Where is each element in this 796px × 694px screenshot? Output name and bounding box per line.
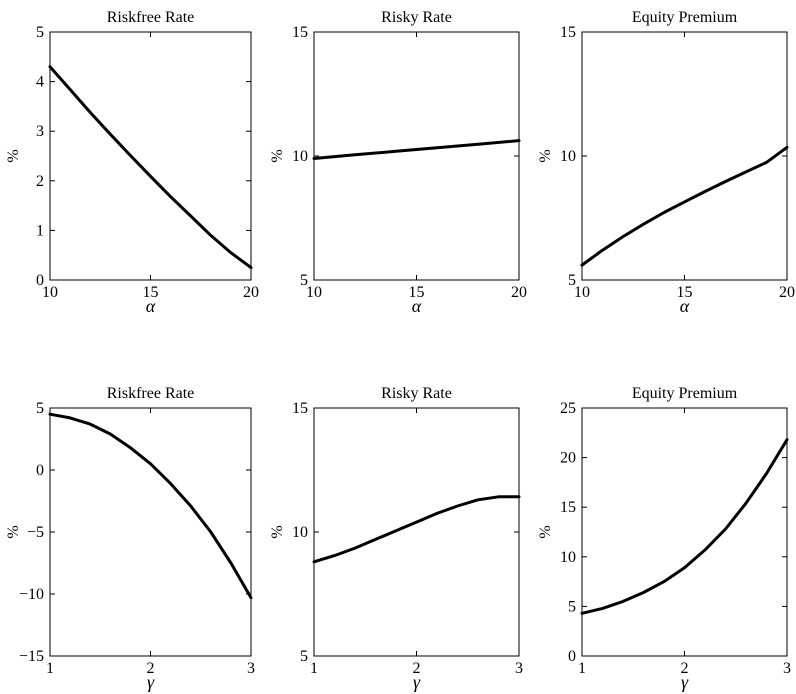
y-tick-label: −15	[19, 648, 44, 665]
x-tick-label: 2	[413, 660, 421, 677]
y-tick-label: −5	[27, 524, 44, 541]
y-axis-label: %	[537, 149, 554, 162]
chart-title: Equity Premium	[632, 385, 738, 402]
y-tick-label: 25	[560, 400, 576, 417]
x-tick-label: 1	[46, 660, 54, 677]
y-tick-label: 20	[560, 450, 576, 467]
y-tick-label: 5	[36, 400, 44, 417]
x-axis-label: α	[680, 296, 690, 316]
x-tick-label: 10	[574, 284, 590, 301]
x-tick-label: 15	[677, 284, 693, 301]
plot-area-frame	[49, 407, 252, 657]
chart-title: Risky Rate	[381, 9, 452, 26]
x-axis-label: α	[146, 296, 156, 316]
y-tick-label: 0	[36, 462, 44, 479]
series-line	[48, 65, 253, 270]
chart-title: Riskfree Rate	[107, 385, 195, 402]
series-line	[580, 145, 789, 267]
x-tick-label: 20	[511, 284, 527, 301]
x-tick-label: 20	[779, 284, 795, 301]
y-tick-label: 10	[560, 549, 576, 566]
y-tick-label: 5	[36, 24, 44, 41]
y-axis-label: %	[537, 525, 554, 538]
x-tick-label: 10	[42, 284, 58, 301]
plot-area-frame	[581, 407, 788, 657]
series-line	[48, 412, 253, 600]
y-tick-label: 2	[36, 173, 44, 190]
y-tick-label: 10	[292, 148, 308, 165]
y-tick-label: 15	[560, 24, 576, 41]
y-axis-label: %	[269, 525, 286, 538]
x-tick-label: 20	[243, 284, 259, 301]
chart-title: Risky Rate	[381, 385, 452, 402]
chart-panel-6: Equity Premium 1 2 3 0 5 10 15 20 25 γ%	[537, 385, 791, 692]
series-line	[580, 438, 789, 615]
y-tick-label: 5	[568, 598, 576, 615]
x-tick-label: 2	[681, 660, 689, 677]
series-line	[312, 139, 521, 160]
chart-panel-5: Risky Rate 1 2 3 5 10 15 γ%	[269, 385, 523, 692]
x-tick-label: 3	[783, 660, 791, 677]
y-tick-label: 4	[36, 74, 44, 91]
x-tick-label: 1	[578, 660, 586, 677]
y-axis-label: %	[269, 149, 286, 162]
y-tick-label: 10	[560, 148, 576, 165]
x-tick-label: 2	[147, 660, 155, 677]
y-tick-label: 15	[292, 400, 308, 417]
y-tick-label: 0	[36, 272, 44, 289]
y-tick-label: −10	[19, 586, 44, 603]
chart-title: Equity Premium	[632, 9, 738, 26]
plot-area-frame	[313, 407, 520, 657]
y-tick-label: 3	[36, 123, 44, 140]
x-tick-label: 3	[515, 660, 523, 677]
y-axis-label: %	[5, 149, 22, 162]
x-tick-label: 15	[143, 284, 159, 301]
y-tick-label: 15	[560, 499, 576, 516]
chart-title: Riskfree Rate	[107, 9, 195, 26]
x-tick-label: 1	[310, 660, 318, 677]
y-tick-label: 5	[300, 272, 308, 289]
y-axis-label: %	[5, 525, 22, 538]
x-tick-label: 15	[409, 284, 425, 301]
y-tick-label: 5	[300, 648, 308, 665]
x-axis-label: γ	[681, 672, 689, 692]
chart-panel-1: Riskfree Rate 10 15 20 0 1 2 3 4 5 α%	[5, 9, 259, 316]
series-line	[312, 495, 521, 564]
x-tick-label: 10	[306, 284, 322, 301]
x-tick-label: 3	[247, 660, 255, 677]
chart-panel-4: Riskfree Rate 1 2 3 −15 −10 −5 0 5 γ%	[5, 385, 255, 692]
y-tick-label: 0	[568, 648, 576, 665]
x-axis-label: γ	[413, 672, 421, 692]
y-tick-label: 5	[568, 272, 576, 289]
y-tick-label: 10	[292, 524, 308, 541]
x-axis-label: α	[412, 296, 422, 316]
x-axis-label: γ	[147, 672, 155, 692]
y-tick-label: 1	[36, 222, 44, 239]
y-tick-label: 15	[292, 24, 308, 41]
